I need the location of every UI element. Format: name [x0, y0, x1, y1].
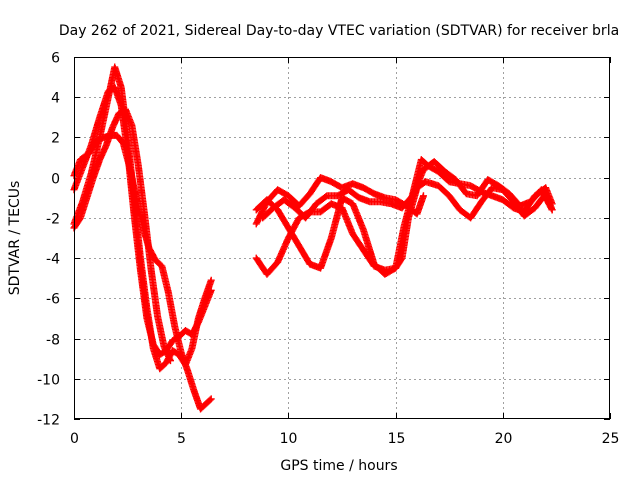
- x-tick-label: 10: [280, 431, 298, 447]
- plot-frame: [74, 57, 610, 419]
- grid-lines: [74, 57, 610, 419]
- x-tick-label: 25: [602, 431, 620, 447]
- data-point: [207, 276, 215, 284]
- y-tick-label: -12: [37, 413, 60, 429]
- y-tick-label: -8: [46, 333, 60, 349]
- x-tick-label: 15: [388, 431, 406, 447]
- x-tick-label: 5: [177, 431, 186, 447]
- y-tick-label: -6: [46, 292, 60, 308]
- data-point: [166, 357, 174, 365]
- chart-title: Day 262 of 2021, Sidereal Day-to-day VTE…: [59, 23, 619, 39]
- y-tick-label: 2: [51, 131, 60, 147]
- y-axis-label: SDTVAR / TECUs: [7, 181, 23, 296]
- axis-ticks: [74, 57, 611, 420]
- data-point: [207, 395, 215, 403]
- series-track-8: [259, 158, 556, 222]
- y-tick-label: 4: [51, 91, 60, 107]
- data-point: [547, 205, 555, 213]
- x-tick-label: 20: [495, 431, 513, 447]
- data-point: [206, 396, 214, 404]
- data-point: [207, 286, 215, 294]
- y-tick-label: 0: [51, 172, 60, 188]
- y-tick-label: -2: [46, 212, 60, 228]
- series-track-4: [70, 105, 174, 365]
- y-tick-label: 6: [51, 51, 60, 67]
- y-tick-label: -4: [46, 252, 60, 268]
- x-axis-label: GPS time / hours: [280, 458, 397, 474]
- data-point: [419, 192, 427, 200]
- y-tick-label: -10: [37, 373, 60, 389]
- x-tick-labels: 0 5 10 15 20 25: [70, 431, 619, 447]
- series-track-3: [70, 131, 215, 413]
- x-tick-label: 0: [70, 431, 79, 447]
- y-tick-labels: 6 4 2 0 -2 -4 -6 -8 -10 -12: [37, 51, 60, 429]
- data-point: [548, 206, 556, 214]
- data-points: [70, 63, 556, 413]
